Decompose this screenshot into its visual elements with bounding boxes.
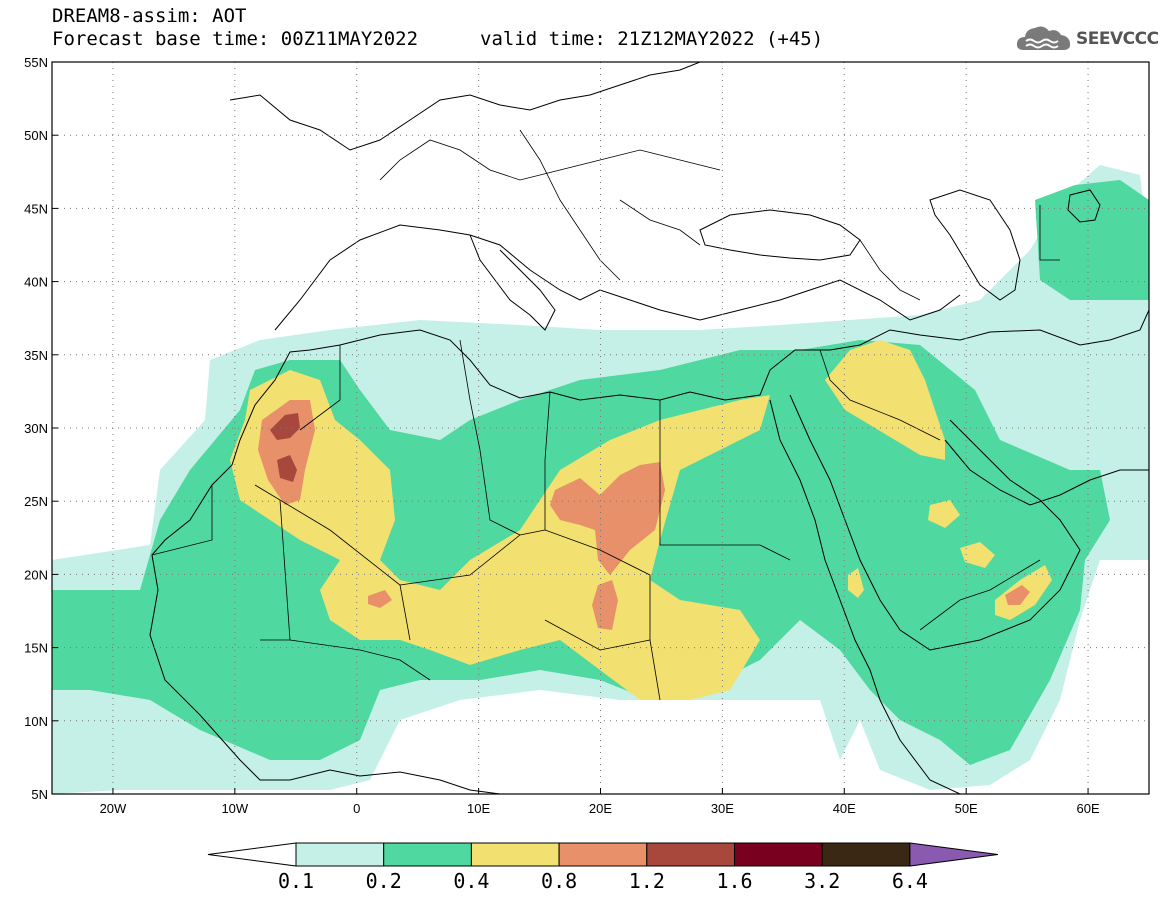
latitude-label: 40N — [24, 275, 48, 290]
colorbar-label: 1.2 — [629, 869, 665, 893]
border-path — [399, 529, 546, 586]
coastline-arabia — [789, 394, 1081, 651]
aot-level-0-8 — [592, 580, 618, 630]
gridlines — [52, 62, 1149, 794]
coastlines — [149, 62, 1149, 794]
latitude-label: 55N — [24, 55, 48, 70]
aot-level-0-4 — [230, 370, 770, 700]
border-path — [819, 349, 941, 441]
longitude-label: 10E — [467, 801, 490, 816]
border-path — [919, 559, 1041, 631]
coastline-persian-gulf — [944, 439, 1149, 506]
latitude-label: 10N — [24, 714, 48, 729]
latitude-label: 25N — [24, 494, 48, 509]
border-path — [289, 639, 431, 681]
longitude-label: 60E — [1076, 801, 1099, 816]
colorbar-swatch — [558, 842, 648, 867]
aot-level-0-4 — [848, 568, 864, 598]
colorbar-swatch — [470, 842, 560, 867]
latitude-label: 45N — [24, 201, 48, 216]
coastline-red-sea — [769, 399, 961, 794]
longitude-label: 20E — [589, 801, 612, 816]
border-path — [299, 345, 341, 431]
valid-time: valid time: 21Z12MAY2022 (+45) — [480, 28, 824, 50]
latitude-labels: 55N 50N 45N 40N 35N 30N 25N 20N 15N 10N 5N — [24, 55, 58, 802]
cloud-icon — [1016, 26, 1071, 50]
longitude-label: 10W — [221, 801, 248, 816]
colorbar-swatch — [383, 842, 472, 867]
colorbar-label: 1.6 — [716, 869, 752, 893]
aot-level-0-8 — [550, 462, 665, 575]
colorbar-swatch — [295, 842, 385, 867]
longitude-label: 20W — [100, 801, 127, 816]
aot-level-0-4 — [960, 542, 995, 568]
border-path — [859, 239, 921, 301]
longitude-label: 40E — [833, 801, 856, 816]
border-path — [659, 400, 791, 561]
colorbar-label: 0.8 — [541, 869, 577, 893]
aot-level-1-2 — [270, 413, 300, 440]
colorbar-swatch — [646, 842, 735, 867]
border-path — [619, 199, 701, 246]
forecast-base-time: Forecast base time: 00Z11MAY2022 — [52, 28, 419, 50]
coastline-black-sea — [699, 209, 861, 261]
aot-level-0-8 — [368, 590, 392, 608]
border-path — [151, 485, 213, 556]
latitude-label: 15N — [24, 641, 48, 656]
aot-level-1-2 — [277, 455, 297, 482]
latitude-label: 35N — [24, 348, 48, 363]
colorbar-swatch — [734, 842, 823, 867]
colorbar-label: 6.4 — [892, 869, 928, 893]
aot-level-0-4 — [825, 340, 945, 460]
colorbar-label: 0.4 — [453, 869, 489, 893]
border-path — [459, 339, 521, 536]
border-path — [544, 619, 661, 701]
coastline-europe-north — [229, 62, 701, 151]
longitude-label: 0 — [353, 801, 360, 816]
seevccc-logo: SEEVCCC — [1016, 22, 1159, 56]
aot-level-0-2 — [1035, 180, 1149, 300]
colorbar-label: 3.2 — [804, 869, 840, 893]
longitude-label: 30E — [711, 801, 734, 816]
colorbar-under-arrow — [207, 842, 297, 867]
country-borders — [151, 129, 1060, 701]
longitude-label: 50E — [955, 801, 978, 816]
colorbar-over-arrow — [909, 842, 998, 867]
colorbar: 0.1 0.2 0.4 0.8 1.2 1.6 3.2 6.4 — [207, 842, 998, 893]
logo-text: SEEVCCC — [1076, 29, 1159, 49]
longitude-labels: 20W 10W 0 10E 20E 30E 40E 50E 60E — [100, 788, 1100, 816]
latitude-label: 30N — [24, 421, 48, 436]
latitude-label: 20N — [24, 567, 48, 582]
colorbar-swatch — [821, 842, 911, 867]
colorbar-label: 0.2 — [366, 869, 402, 893]
aot-level-0-8 — [1005, 585, 1030, 605]
latitude-label: 5N — [31, 787, 48, 802]
coastline-caspian — [929, 189, 1021, 301]
coastline-aral — [1067, 189, 1101, 223]
aot-level-0-8 — [258, 400, 315, 505]
border-path — [379, 139, 721, 181]
coastline-africa-west — [149, 309, 1149, 794]
aot-contour-field — [52, 165, 1149, 794]
border-path — [254, 484, 411, 641]
map-title: DREAM8-assim: AOT — [52, 5, 247, 27]
border-path — [1039, 205, 1060, 261]
coastline-italy — [469, 234, 556, 331]
aot-level-0-4 — [928, 500, 960, 528]
latitude-label: 50N — [24, 128, 48, 143]
border-path — [519, 129, 621, 281]
border-path — [544, 391, 651, 640]
colorbar-label: 0.1 — [278, 869, 314, 893]
